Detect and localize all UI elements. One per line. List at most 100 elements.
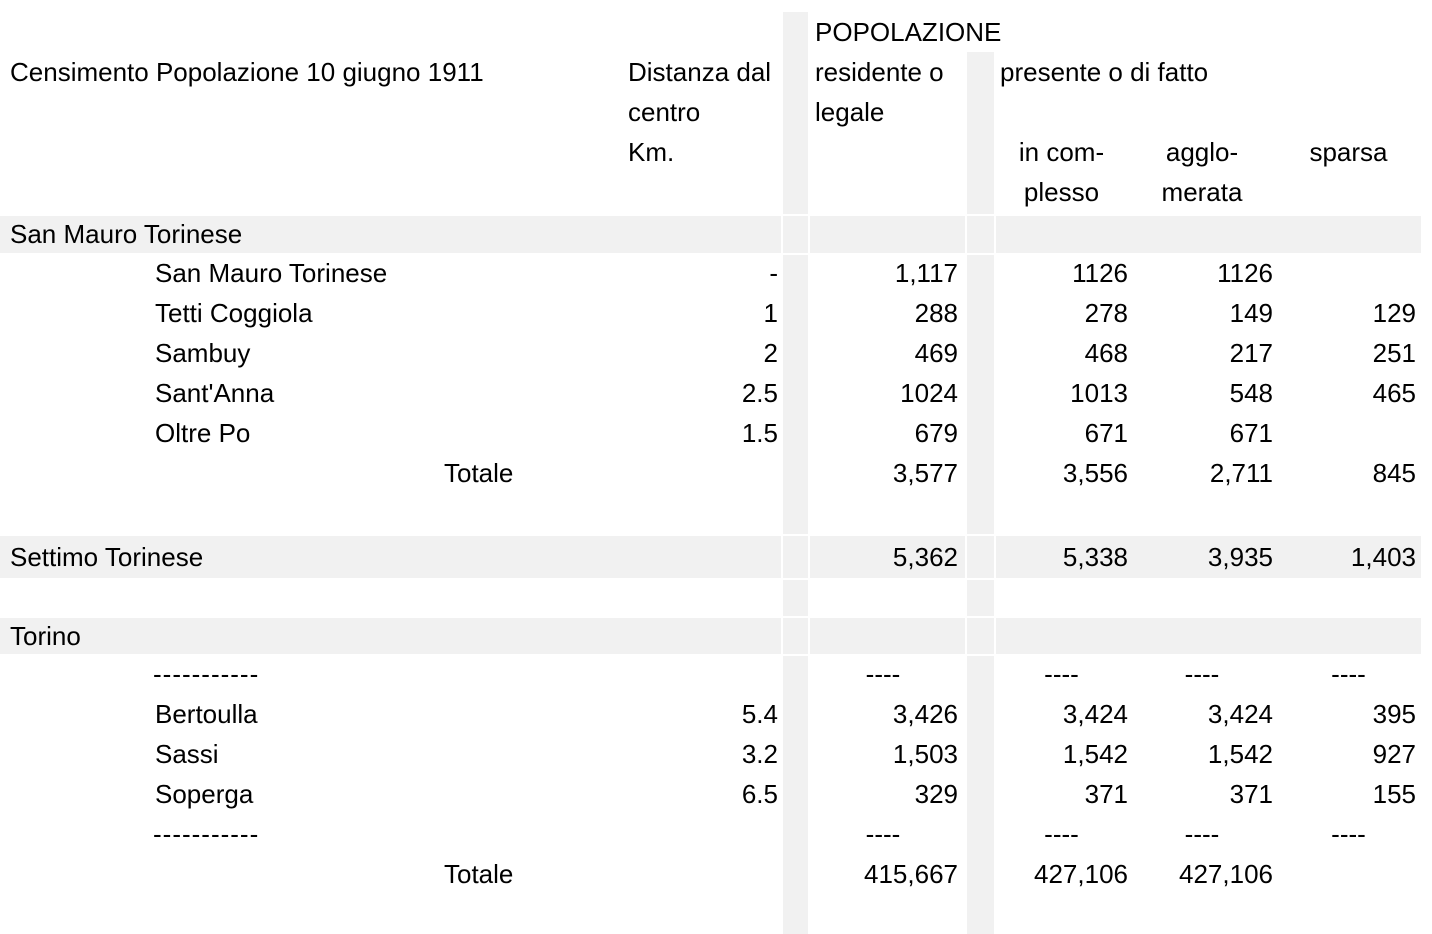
cell-agglomerata: 427,106 (1179, 859, 1273, 889)
section-label: San Mauro Torinese (10, 219, 243, 249)
section-label: Torino (10, 621, 81, 651)
cell-place-label: San Mauro Torinese (155, 258, 388, 288)
gridline (994, 216, 996, 253)
cell-place-label: Tetti Coggiola (155, 298, 313, 328)
col-header-residente-line2: legale (815, 97, 885, 127)
gridline (994, 536, 996, 578)
cell-residente: 5,362 (892, 542, 958, 572)
col-header-distanza-line1: Distanza dal (628, 57, 772, 87)
col-header-distanza-line3: Km. (628, 137, 675, 167)
gridline (965, 536, 967, 578)
gridline (994, 618, 996, 654)
cell-sparsa: 927 (1372, 739, 1416, 769)
table-row-dashes: ----------- ---- ---- ---- ---- (0, 654, 1432, 694)
cell-distance: 3.2 (741, 739, 778, 769)
cell-distance: 1 (763, 298, 778, 328)
cell-agglomerata: 671 (1229, 418, 1273, 448)
cell-residente: 1024 (900, 378, 958, 408)
gridline (781, 618, 783, 654)
cell-residente: 3,426 (892, 699, 958, 729)
col-header-popolazione: POPOLAZIONE (815, 17, 1002, 47)
table-row: Tetti Coggiola 1 288 278 149 129 (0, 293, 1432, 333)
col-header-agglomerata-line1: agglo- (1165, 137, 1239, 167)
cell-residente: 1,503 (892, 739, 958, 769)
cell-distance: 2.5 (741, 378, 778, 408)
cell-agglomerata: 149 (1229, 298, 1273, 328)
cell-sparsa: 845 (1372, 458, 1416, 488)
cell-sparsa: ---- (1331, 819, 1366, 849)
cell-in-complesso: ---- (1044, 819, 1079, 849)
cell-sparsa: 129 (1372, 298, 1416, 328)
gridline (808, 216, 810, 253)
cell-distance: 1.5 (741, 418, 778, 448)
gridline (808, 618, 810, 654)
col-header-sparsa: sparsa (1309, 137, 1388, 167)
cell-distance: - (769, 258, 778, 288)
cell-total-label: Totale (444, 458, 514, 488)
cell-place-label: ----------- (153, 659, 260, 689)
cell-agglomerata: 371 (1229, 779, 1273, 809)
cell-residente: 288 (914, 298, 958, 328)
cell-in-complesso: 278 (1084, 298, 1128, 328)
table-row-section: Torino (0, 616, 1432, 656)
cell-place-label: ----------- (153, 819, 260, 849)
cell-agglomerata: 2,711 (1209, 458, 1273, 488)
col-header-in-complesso-line2: plesso (1023, 177, 1100, 207)
cell-residente: 3,577 (892, 458, 958, 488)
cell-sparsa: 465 (1372, 378, 1416, 408)
cell-in-complesso: 1126 (1072, 258, 1128, 288)
cell-distance: 5.4 (741, 699, 778, 729)
cell-residente: 469 (914, 338, 958, 368)
cell-in-complesso: 3,556 (1062, 458, 1128, 488)
cell-sparsa (1281, 413, 1416, 453)
section-label: Settimo Torinese (10, 542, 204, 572)
table-row-section: San Mauro Torinese (0, 214, 1432, 255)
cell-sparsa: 395 (1372, 699, 1416, 729)
gridline (965, 216, 967, 253)
gridline (965, 618, 967, 654)
cell-agglomerata: ---- (1184, 659, 1220, 689)
cell-sparsa: ---- (1331, 659, 1366, 689)
section-band-settimo (0, 534, 1421, 580)
gridline (781, 536, 783, 578)
cell-in-complesso: 671 (1084, 418, 1128, 448)
cell-agglomerata: 3,424 (1207, 699, 1273, 729)
table-row-total: Totale 3,577 3,556 2,711 845 (0, 453, 1432, 493)
cell-sparsa (1281, 253, 1416, 293)
section-band-san-mauro (0, 214, 1421, 255)
cell-distance: 6.5 (741, 779, 778, 809)
cell-agglomerata: 548 (1229, 378, 1273, 408)
cell-distance: 2 (763, 338, 778, 368)
table-row-section: Settimo Torinese 5,362 5,338 3,935 1,403 (0, 534, 1432, 580)
col-header-agglomerata-line2: merata (1161, 177, 1243, 207)
cell-sparsa (1281, 854, 1416, 894)
gridline (781, 216, 783, 253)
table-row: Sant'Anna 2.5 1024 1013 548 465 (0, 373, 1432, 413)
col-header-residente-line1: residente o (815, 57, 944, 87)
table-row-dashes: ----------- ---- ---- ---- ---- (0, 814, 1432, 854)
cell-sparsa: 155 (1372, 779, 1416, 809)
cell-place-label: Sassi (155, 739, 219, 769)
cell-in-complesso: 371 (1084, 779, 1128, 809)
cell-residente: 329 (914, 779, 958, 809)
cell-sparsa: 251 (1372, 338, 1416, 368)
gridline (808, 536, 810, 578)
cell-in-complesso: 3,424 (1062, 699, 1128, 729)
table-row: San Mauro Torinese - 1,117 1126 1126 (0, 253, 1432, 293)
cell-sparsa: 1,403 (1350, 542, 1416, 572)
cell-total-label: Totale (444, 859, 514, 889)
section-band-torino (0, 616, 1421, 656)
cell-in-complesso: 1,542 (1062, 739, 1128, 769)
col-header-presente: presente o di fatto (1000, 57, 1209, 87)
column-fill-band-right (967, 52, 994, 934)
cell-place-label: Oltre Po (155, 418, 251, 448)
cell-in-complesso: 427,106 (1034, 859, 1128, 889)
cell-in-complesso: 1013 (1070, 378, 1128, 408)
cell-agglomerata: 217 (1229, 338, 1273, 368)
cell-place-label: Bertoulla (155, 699, 258, 729)
cell-in-complesso: ---- (1044, 659, 1079, 689)
cell-in-complesso: 5,338 (1062, 542, 1128, 572)
cell-in-complesso: 468 (1084, 338, 1128, 368)
table-title: Censimento Popolazione 10 giugno 1911 (10, 57, 484, 87)
